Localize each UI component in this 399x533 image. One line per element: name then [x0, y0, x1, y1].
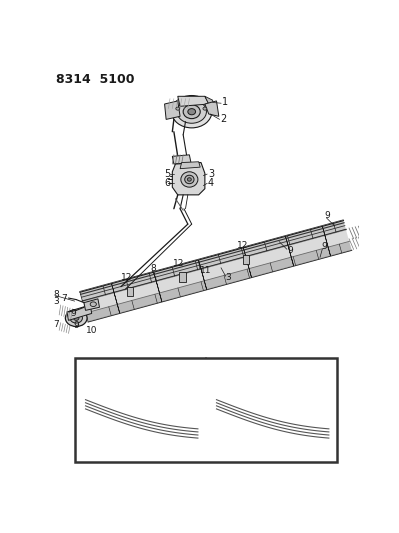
Ellipse shape [176, 107, 180, 110]
Text: 3: 3 [226, 273, 231, 282]
Ellipse shape [90, 302, 97, 306]
Text: 12: 12 [120, 273, 132, 282]
Text: 8: 8 [150, 264, 156, 273]
Polygon shape [172, 163, 205, 195]
Text: 12: 12 [173, 259, 185, 268]
Polygon shape [90, 407, 124, 425]
Text: 9: 9 [73, 321, 79, 330]
Text: 7: 7 [115, 367, 121, 376]
Polygon shape [164, 101, 180, 119]
Polygon shape [180, 161, 200, 168]
Text: 7: 7 [53, 320, 59, 329]
Polygon shape [127, 287, 133, 296]
Text: 9: 9 [101, 367, 107, 376]
Text: 7: 7 [224, 430, 230, 439]
Text: 13: 13 [140, 378, 151, 387]
Polygon shape [256, 409, 269, 418]
Polygon shape [92, 386, 200, 405]
Polygon shape [178, 96, 209, 106]
Text: 9: 9 [71, 309, 77, 318]
Text: 3: 3 [53, 297, 59, 305]
Polygon shape [199, 260, 207, 290]
Polygon shape [67, 305, 92, 320]
Polygon shape [86, 241, 352, 322]
Polygon shape [87, 395, 96, 415]
Polygon shape [180, 272, 186, 281]
Ellipse shape [203, 107, 207, 110]
Text: 1: 1 [222, 98, 228, 108]
Text: W/O ECS: W/O ECS [249, 451, 292, 461]
Text: 7: 7 [93, 430, 99, 439]
Polygon shape [125, 409, 138, 418]
Text: 7: 7 [246, 367, 252, 376]
Polygon shape [83, 230, 352, 322]
Polygon shape [324, 395, 333, 417]
Ellipse shape [260, 411, 265, 415]
Text: 9: 9 [232, 367, 238, 376]
Polygon shape [84, 299, 99, 310]
Polygon shape [243, 255, 249, 264]
Ellipse shape [177, 100, 206, 123]
Ellipse shape [128, 411, 134, 415]
Polygon shape [223, 386, 330, 405]
Text: 4: 4 [208, 179, 214, 188]
Ellipse shape [172, 95, 212, 128]
Text: 9: 9 [324, 211, 330, 220]
Ellipse shape [188, 109, 196, 115]
Text: W/ECS: W/ECS [124, 451, 156, 461]
Text: 3: 3 [208, 169, 214, 179]
Ellipse shape [73, 316, 79, 320]
Polygon shape [152, 416, 164, 425]
Text: 2: 2 [220, 115, 227, 124]
Polygon shape [219, 400, 329, 418]
Polygon shape [205, 101, 219, 116]
Polygon shape [172, 155, 191, 164]
Text: 9: 9 [322, 242, 327, 251]
Text: 10: 10 [86, 326, 98, 335]
Text: 5: 5 [164, 169, 171, 179]
Bar [75, 358, 337, 462]
Polygon shape [154, 272, 162, 302]
Text: 9: 9 [126, 374, 132, 383]
Polygon shape [192, 395, 202, 417]
Polygon shape [88, 400, 198, 418]
Ellipse shape [183, 105, 200, 119]
Polygon shape [243, 248, 251, 278]
Text: 11: 11 [200, 266, 211, 275]
Text: 9: 9 [287, 246, 292, 255]
Polygon shape [322, 227, 330, 256]
Text: 8: 8 [53, 290, 59, 300]
Text: 7: 7 [61, 294, 67, 303]
Ellipse shape [70, 313, 83, 323]
Polygon shape [218, 395, 227, 415]
Ellipse shape [185, 175, 194, 184]
Polygon shape [286, 236, 294, 266]
Polygon shape [205, 96, 214, 108]
Text: 12: 12 [237, 241, 248, 251]
Polygon shape [112, 284, 120, 313]
Ellipse shape [188, 177, 191, 181]
Text: 8314  5100: 8314 5100 [56, 73, 134, 86]
Ellipse shape [181, 172, 198, 187]
Ellipse shape [156, 418, 161, 422]
Polygon shape [221, 407, 255, 425]
Ellipse shape [65, 310, 87, 327]
Polygon shape [80, 221, 346, 301]
Text: 6: 6 [164, 179, 171, 188]
